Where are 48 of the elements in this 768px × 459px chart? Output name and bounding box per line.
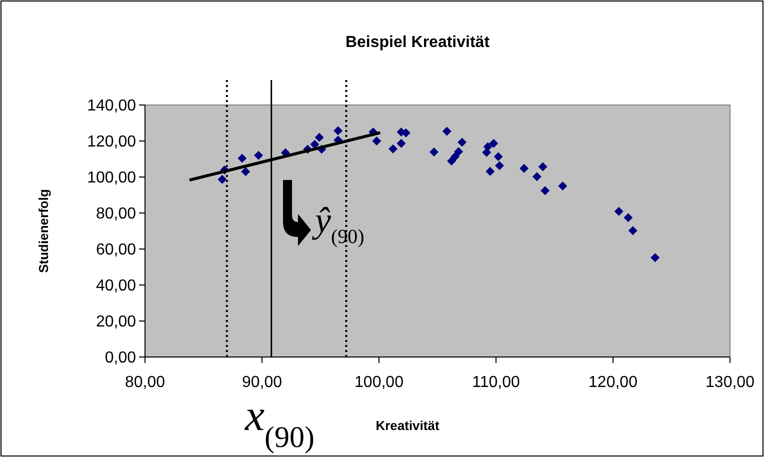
point [532, 172, 542, 182]
point [494, 152, 503, 162]
point [442, 126, 452, 136]
point [218, 174, 227, 184]
x-tick-label: 120,00 [588, 374, 638, 391]
y-tick-label: 20,00 [96, 314, 136, 331]
x-tick-label: 110,00 [472, 374, 520, 391]
point [396, 138, 406, 148]
point [540, 186, 550, 196]
point [372, 136, 382, 146]
point [628, 226, 638, 236]
x-tick-label: 130,00 [706, 374, 755, 391]
point [538, 162, 548, 172]
point [486, 166, 495, 176]
x-tick-label: 80,00 [124, 374, 166, 391]
point [495, 161, 504, 170]
point [614, 206, 624, 216]
point [310, 140, 320, 149]
x-tick-label: 90,00 [242, 374, 282, 391]
y-tick-label: 140,00 [87, 98, 136, 115]
point [454, 147, 464, 156]
point [650, 253, 660, 262]
y-axis-title: Studienerfolg [36, 189, 51, 273]
y-tick-label: 120,00 [87, 134, 136, 151]
y-tick-label: 40,00 [96, 278, 136, 295]
point [458, 138, 467, 147]
point [238, 154, 247, 163]
chart-title: Beispiel Kreativität [345, 34, 490, 51]
y-tick-label: 0,00 [104, 350, 136, 367]
point [241, 167, 250, 176]
point [429, 147, 438, 156]
y-tick-label: 100,00 [87, 170, 136, 187]
point [450, 152, 460, 162]
point [314, 132, 324, 142]
point [489, 138, 498, 148]
point [520, 164, 529, 173]
x-tick-label: 100,00 [354, 374, 404, 391]
annotation: ŷ$_{(90)}$ [312, 200, 364, 248]
y-tick-label: 60,00 [96, 242, 136, 259]
point [388, 144, 398, 154]
point [624, 213, 633, 222]
y-tick-label: 80,00 [96, 206, 136, 223]
point [254, 150, 263, 160]
text: x$_{(90)}$ [244, 391, 315, 454]
point [334, 126, 343, 136]
point [483, 142, 492, 152]
x-axis-title: Kreativität [376, 418, 440, 433]
point [558, 182, 568, 190]
